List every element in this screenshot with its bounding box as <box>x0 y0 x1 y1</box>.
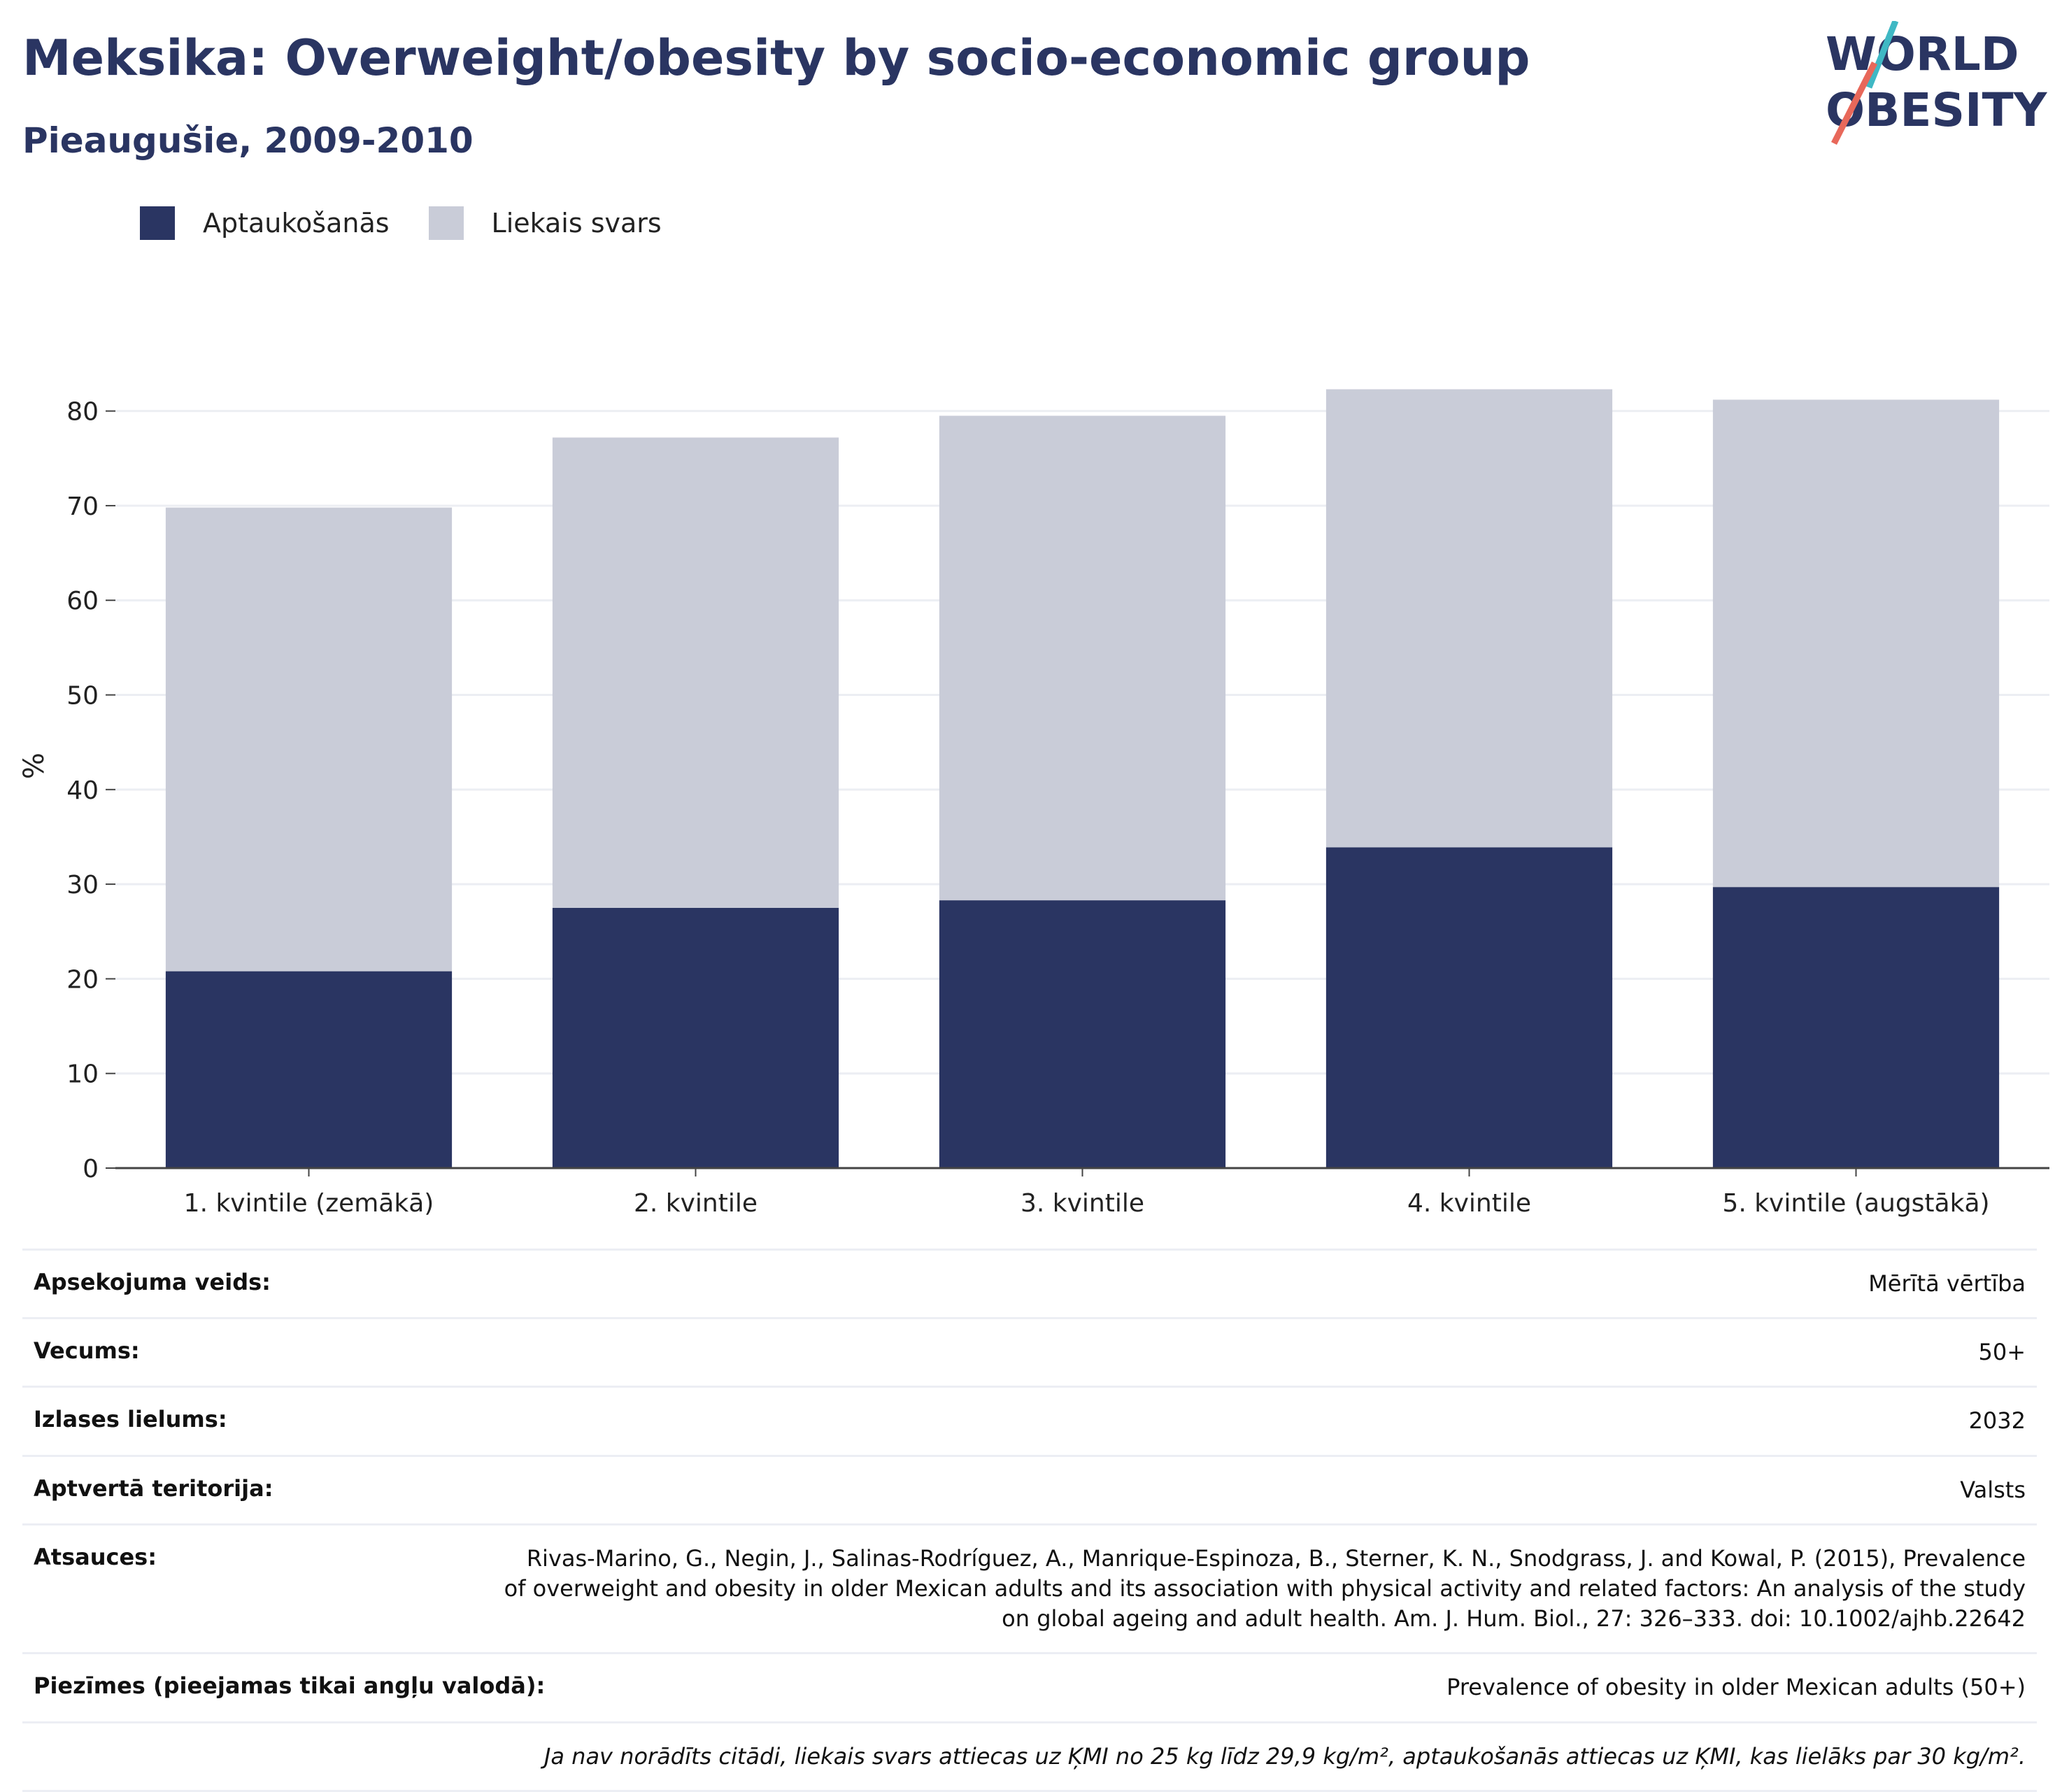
info-row-coverage: Aptvertā teritorija: Valsts <box>22 1454 2037 1523</box>
logo-slash-red <box>1830 61 1878 145</box>
bar-overweight <box>1325 389 1613 848</box>
y-tick-label: 10 <box>66 1060 99 1089</box>
legend-swatch-obesity <box>140 206 175 240</box>
info-value: 2032 <box>1968 1407 2026 1435</box>
info-footnote-row: Ja nav norādīts citādi, liekais svars at… <box>22 1721 2037 1792</box>
x-tick-label: 5. kvintile (augstākā) <box>1722 1189 1989 1217</box>
y-tick-label: 50 <box>66 682 99 711</box>
info-row-survey-type: Apsekojuma veids: Mērītā vērtība <box>22 1249 2037 1317</box>
definition-footnote: Ja nav norādīts citādi, liekais svars at… <box>543 1742 2026 1770</box>
x-tick-label: 2. kvintile <box>634 1189 758 1217</box>
stacked-bar-chart: 0 10 20 30 40 50 60 70 80 1. kvintile (zemākā) 2.… <box>18 389 2049 1217</box>
info-value: Mērītā vērtība <box>1868 1270 2026 1297</box>
y-tick-label: 70 <box>66 492 99 521</box>
info-label: Izlases lielums: <box>34 1406 227 1433</box>
y-tick-label: 40 <box>66 776 99 805</box>
bar-obesity <box>552 907 839 1168</box>
info-label: Atsauces: <box>34 1543 157 1570</box>
info-value: Rivas-Marino, G., Negin, J., Salinas-Rod… <box>504 1544 2026 1633</box>
bar-obesity <box>939 900 1226 1168</box>
info-row-sample-size: Izlases lielums: 2032 <box>22 1386 2037 1454</box>
info-table: Apsekojuma veids: Mērītā vērtība Vecums:… <box>22 1249 2037 1792</box>
bar-obesity <box>165 971 453 1168</box>
logo-slash-teal <box>1865 20 1899 89</box>
info-row-references: Atsauces: Rivas-Marino, G., Negin, J., S… <box>22 1523 2037 1653</box>
info-label: Aptvertā teritorija: <box>34 1474 273 1502</box>
legend-swatch-overweight <box>428 206 464 240</box>
info-value: Prevalence of obesity in older Mexican a… <box>1446 1674 2026 1701</box>
y-axis-ticks: 0 10 20 30 40 50 60 70 80 <box>66 398 115 1183</box>
chart-subtitle: Pieaugušie, 2009-2010 <box>22 120 474 161</box>
y-tick-label: 30 <box>66 871 99 899</box>
x-tick-label: 1. kvintile (zemākā) <box>184 1189 434 1217</box>
legend-item-overweight[interactable]: Liekais svars <box>428 206 662 240</box>
y-tick-label: 60 <box>66 587 99 616</box>
info-label: Vecums: <box>34 1337 140 1365</box>
chart-legend: Aptaukošanās Liekais svars <box>140 206 701 240</box>
bar-overweight <box>552 437 839 908</box>
info-value: 50+ <box>1978 1339 2026 1366</box>
legend-label-obesity: Aptaukošanās <box>203 208 390 239</box>
x-tick-label: 3. kvintile <box>1021 1189 1144 1217</box>
bars <box>165 389 2000 1168</box>
info-row-notes: Piezīmes (pieejamas tikai angļu valodā):… <box>22 1652 2037 1721</box>
logo-line-1: WORLD <box>1826 27 2019 81</box>
bar-obesity <box>1712 887 2000 1168</box>
world-obesity-logo: WORLD OBESITY <box>1819 20 2056 147</box>
legend-item-obesity[interactable]: Aptaukošanās <box>140 206 390 240</box>
info-label: Piezīmes (pieejamas tikai angļu valodā): <box>34 1672 546 1700</box>
x-axis-ticks: 1. kvintile (zemākā) 2. kvintile 3. kvinti… <box>184 1168 1990 1217</box>
info-value: Valsts <box>1960 1476 2026 1503</box>
x-tick-label: 4. kvintile <box>1407 1189 1531 1217</box>
legend-label-overweight: Liekais svars <box>491 208 662 239</box>
bar-overweight <box>1712 399 2000 888</box>
y-tick-label: 80 <box>66 398 99 427</box>
bar-overweight <box>939 415 1226 901</box>
bar-obesity <box>1325 847 1613 1168</box>
info-row-age: Vecums: 50+ <box>22 1317 2037 1386</box>
bar-overweight <box>165 507 453 972</box>
world-obesity-logo-graphic: WORLD OBESITY <box>1826 20 2048 145</box>
chart-title: Meksika: Overweight/obesity by socio-eco… <box>22 29 1530 87</box>
y-axis-title: % <box>18 753 50 779</box>
y-tick-label: 0 <box>83 1155 99 1183</box>
info-label: Apsekojuma veids: <box>34 1269 271 1295</box>
y-tick-label: 20 <box>66 965 99 994</box>
